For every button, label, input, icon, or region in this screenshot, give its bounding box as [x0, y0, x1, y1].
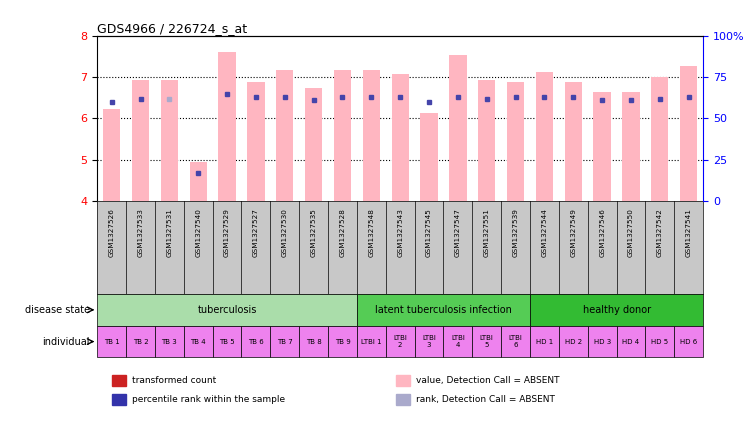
Bar: [126, 326, 155, 357]
Bar: [276, 70, 293, 201]
Bar: [472, 326, 501, 357]
Text: GSM1327544: GSM1327544: [542, 209, 548, 257]
Text: GSM1327531: GSM1327531: [166, 209, 172, 257]
Text: GSM1327547: GSM1327547: [455, 209, 461, 257]
Text: healthy donor: healthy donor: [583, 305, 651, 315]
Bar: [248, 82, 265, 201]
Text: GSM1327543: GSM1327543: [397, 209, 403, 257]
Bar: [530, 326, 559, 357]
Bar: [530, 294, 703, 326]
Bar: [674, 326, 703, 357]
Text: HD 1: HD 1: [536, 338, 553, 345]
Text: GSM1327540: GSM1327540: [195, 209, 201, 257]
Text: TB 3: TB 3: [162, 338, 177, 345]
Text: disease state: disease state: [25, 305, 90, 315]
Text: GSM1327549: GSM1327549: [570, 209, 576, 257]
Bar: [218, 52, 236, 201]
Text: GSM1327551: GSM1327551: [484, 209, 490, 257]
Text: GSM1327528: GSM1327528: [340, 209, 346, 257]
Text: TB 7: TB 7: [277, 338, 292, 345]
Bar: [593, 92, 611, 201]
Bar: [212, 326, 242, 357]
Text: HD 5: HD 5: [652, 338, 669, 345]
Bar: [652, 77, 669, 201]
Text: individual: individual: [42, 337, 90, 346]
Bar: [420, 113, 438, 201]
Bar: [414, 326, 444, 357]
Bar: [588, 326, 616, 357]
Text: LTBI
5: LTBI 5: [479, 335, 494, 348]
Text: HD 2: HD 2: [565, 338, 582, 345]
Text: TB 1: TB 1: [104, 338, 120, 345]
Text: GSM1327526: GSM1327526: [108, 209, 114, 257]
Bar: [501, 326, 530, 357]
Bar: [444, 326, 472, 357]
Text: GSM1327533: GSM1327533: [138, 209, 144, 257]
Text: GSM1327550: GSM1327550: [628, 209, 634, 257]
Text: GSM1327541: GSM1327541: [686, 209, 692, 257]
Text: GSM1327548: GSM1327548: [368, 209, 374, 257]
Text: tuberculosis: tuberculosis: [197, 305, 257, 315]
Text: LTBI
2: LTBI 2: [393, 335, 407, 348]
Bar: [616, 326, 646, 357]
Bar: [357, 294, 530, 326]
Bar: [559, 326, 588, 357]
Bar: [97, 326, 126, 357]
Text: transformed count: transformed count: [132, 376, 216, 385]
Bar: [334, 70, 351, 201]
Bar: [132, 80, 149, 201]
Text: GSM1327529: GSM1327529: [224, 209, 230, 257]
Bar: [507, 82, 524, 201]
Text: GSM1327542: GSM1327542: [657, 209, 663, 257]
Text: TB 5: TB 5: [219, 338, 235, 345]
Text: TB 4: TB 4: [191, 338, 206, 345]
Bar: [646, 326, 674, 357]
Bar: [103, 110, 120, 201]
Text: rank, Detection Call = ABSENT: rank, Detection Call = ABSENT: [416, 395, 555, 404]
Bar: [299, 326, 328, 357]
Bar: [565, 82, 582, 201]
Bar: [622, 92, 640, 201]
Bar: [328, 326, 357, 357]
Bar: [97, 294, 357, 326]
Text: LTBI
4: LTBI 4: [451, 335, 465, 348]
Text: GSM1327527: GSM1327527: [253, 209, 259, 257]
Bar: [305, 88, 322, 201]
Text: HD 4: HD 4: [622, 338, 640, 345]
Bar: [161, 80, 178, 201]
Text: GSM1327535: GSM1327535: [310, 209, 316, 257]
Bar: [363, 70, 380, 201]
Text: latent tuberculosis infection: latent tuberculosis infection: [375, 305, 512, 315]
Bar: [391, 74, 409, 201]
Bar: [189, 162, 207, 201]
Text: value, Detection Call = ABSENT: value, Detection Call = ABSENT: [416, 376, 560, 385]
Text: GSM1327546: GSM1327546: [599, 209, 605, 257]
Text: GSM1327530: GSM1327530: [282, 209, 288, 257]
Text: GDS4966 / 226724_s_at: GDS4966 / 226724_s_at: [97, 22, 248, 35]
Text: TB 6: TB 6: [248, 338, 264, 345]
Bar: [478, 80, 495, 201]
Bar: [386, 326, 414, 357]
Text: LTBI
3: LTBI 3: [422, 335, 436, 348]
Text: TB 9: TB 9: [334, 338, 350, 345]
Text: HD 6: HD 6: [680, 338, 697, 345]
Text: TB 2: TB 2: [132, 338, 148, 345]
Text: GSM1327539: GSM1327539: [512, 209, 518, 257]
Bar: [155, 326, 184, 357]
Bar: [536, 72, 553, 201]
Text: GSM1327545: GSM1327545: [426, 209, 432, 257]
Bar: [270, 326, 299, 357]
Text: LTBI
6: LTBI 6: [509, 335, 523, 348]
Bar: [357, 326, 386, 357]
Text: percentile rank within the sample: percentile rank within the sample: [132, 395, 285, 404]
Bar: [242, 326, 270, 357]
Bar: [450, 55, 467, 201]
Text: LTBI 1: LTBI 1: [361, 338, 381, 345]
Text: HD 3: HD 3: [593, 338, 611, 345]
Text: TB 8: TB 8: [306, 338, 322, 345]
Bar: [680, 66, 697, 201]
Bar: [184, 326, 212, 357]
